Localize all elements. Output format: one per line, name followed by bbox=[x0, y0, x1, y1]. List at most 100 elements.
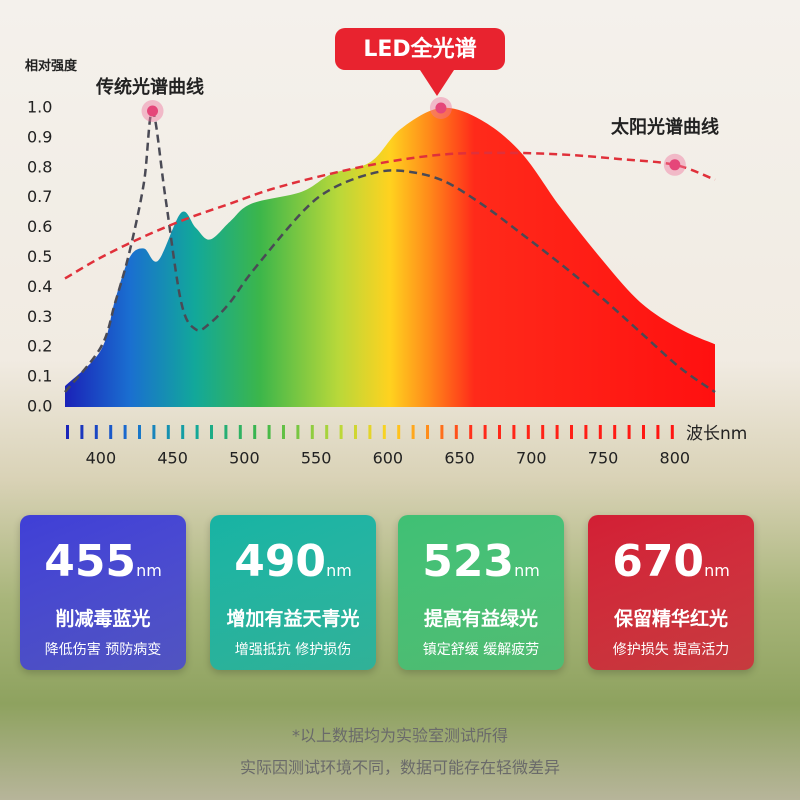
chart: 相对强度 波长nm 传统光谱曲线 太阳光谱曲线 0.0 0.1 0.2 0.3 0.4 0… bbox=[25, 28, 747, 468]
wavelength-strip bbox=[613, 425, 617, 439]
wavelength-strip bbox=[570, 425, 573, 439]
marker bbox=[669, 159, 681, 171]
desc: 增强抵抗 修护损伤 bbox=[234, 642, 352, 658]
wavelength-strip bbox=[526, 425, 530, 439]
value: 523 bbox=[422, 536, 515, 587]
curve bbox=[64, 109, 716, 394]
card-number-row: 490nm bbox=[210, 537, 376, 596]
x-axis-label: 波长nm bbox=[686, 424, 747, 444]
wavelength-strip bbox=[224, 425, 228, 439]
card-number-row: 523nm bbox=[398, 537, 564, 596]
wavelength-strip bbox=[325, 425, 329, 439]
desc: 镇定舒缓 缓解疲劳 bbox=[422, 642, 540, 658]
y-tick-label: 0.1 bbox=[27, 367, 52, 386]
wavelength-strip bbox=[498, 425, 501, 439]
value: 455 bbox=[44, 536, 137, 587]
wavelength-strip bbox=[440, 425, 444, 439]
wavelength-strip bbox=[469, 425, 473, 439]
wavelength-strip bbox=[138, 425, 141, 439]
y-axis-label: 相对强度 bbox=[25, 58, 78, 74]
led-label: LED全光谱 bbox=[363, 36, 476, 62]
wavelength-strip bbox=[310, 425, 314, 439]
wavelength-strip bbox=[426, 425, 429, 439]
y-tick-label: 0.4 bbox=[27, 277, 52, 296]
wavelength-strip bbox=[656, 425, 660, 439]
y-tick-label: 0.8 bbox=[27, 157, 52, 176]
wavelength-strip bbox=[296, 425, 300, 439]
x-tick-label: 700 bbox=[516, 449, 547, 468]
wavelength-strip bbox=[627, 425, 631, 439]
wavelength-strip bbox=[166, 425, 170, 439]
feature-card: 455nm 削减毒蓝光降低伤害 预防病变 bbox=[20, 515, 186, 670]
wavelength-strip bbox=[267, 425, 271, 439]
sun-label: 太阳光谱曲线 bbox=[611, 116, 719, 138]
footnote: 实际因测试环境不同，数据可能存在轻微差异 bbox=[239, 758, 560, 777]
wavelength-strip bbox=[109, 425, 113, 439]
wavelength-strip bbox=[512, 425, 516, 439]
y-tick-label: 0.5 bbox=[27, 247, 52, 266]
ttl: 增加有益天青光 bbox=[226, 608, 360, 630]
card-number-row: 670nm bbox=[588, 537, 754, 596]
wavelength-strip bbox=[642, 425, 645, 439]
feature-card: 523nm 提高有益绿光镇定舒缓 缓解疲劳 bbox=[398, 515, 564, 670]
wavelength-strip bbox=[354, 425, 357, 439]
wavelength-strip bbox=[541, 425, 545, 439]
unit: nm bbox=[136, 561, 162, 580]
marker bbox=[435, 102, 447, 114]
ttl: 提高有益绿光 bbox=[423, 608, 538, 630]
ttl: 保留精华红光 bbox=[613, 608, 728, 630]
wavelength-strip bbox=[339, 425, 343, 439]
feature-card: 670nm 保留精华红光修护损失 提高活力 bbox=[588, 515, 754, 670]
wavelength-strip bbox=[670, 425, 674, 439]
card-number-row: 455nm bbox=[20, 537, 186, 596]
wavelength-strip bbox=[555, 425, 559, 439]
wavelength-strip bbox=[368, 425, 372, 439]
marker bbox=[147, 105, 159, 117]
y-tick-label: 1.0 bbox=[27, 98, 52, 117]
curve bbox=[64, 151, 716, 280]
y-tick-label: 0.6 bbox=[27, 217, 52, 236]
unit: nm bbox=[326, 561, 352, 580]
x-tick-label: 400 bbox=[86, 449, 117, 468]
x-tick-label: 650 bbox=[444, 449, 475, 468]
y-tick-label: 0.2 bbox=[27, 337, 52, 356]
x-tick-label: 450 bbox=[157, 449, 188, 468]
y-tick-label: 0.7 bbox=[27, 187, 52, 206]
wavelength-strip bbox=[282, 425, 285, 439]
wavelength-strip bbox=[181, 425, 185, 439]
wavelength-strip bbox=[66, 425, 69, 439]
footnote: *以上数据均为实验室测试所得 bbox=[291, 726, 508, 745]
wavelength-strip bbox=[584, 425, 588, 439]
desc: 降低伤害 预防病变 bbox=[44, 642, 162, 658]
wavelength-strip bbox=[253, 425, 257, 439]
y-tick-label: 0.3 bbox=[27, 307, 52, 326]
traditional-label: 传统光谱曲线 bbox=[95, 76, 204, 98]
wavelength-strip bbox=[210, 425, 213, 439]
value: 670 bbox=[612, 536, 705, 587]
wavelength-strip bbox=[397, 425, 401, 439]
x-tick-label: 600 bbox=[373, 449, 404, 468]
wavelength-strip bbox=[238, 425, 242, 439]
wavelength-strip bbox=[454, 425, 458, 439]
x-tick-label: 750 bbox=[588, 449, 619, 468]
wavelength-strip bbox=[123, 425, 127, 439]
x-tick-label: 800 bbox=[660, 449, 691, 468]
wavelength-strip bbox=[411, 425, 415, 439]
desc: 修护损失 提高活力 bbox=[612, 642, 730, 658]
wavelength-strip bbox=[152, 425, 156, 439]
x-tick-label: 550 bbox=[301, 449, 332, 468]
unit: nm bbox=[514, 561, 540, 580]
wavelength-strip bbox=[483, 425, 487, 439]
wavelength-strip bbox=[195, 425, 199, 439]
ttl: 削减毒蓝光 bbox=[55, 608, 151, 630]
feature-card: 490nm 增加有益天青光增强抵抗 修护损伤 bbox=[210, 515, 376, 670]
wavelength-strip bbox=[80, 425, 84, 439]
x-tick-label: 500 bbox=[229, 449, 260, 468]
wavelength-strip bbox=[94, 425, 98, 439]
y-tick-label: 0.9 bbox=[27, 127, 52, 146]
value: 490 bbox=[234, 536, 327, 587]
y-tick-label: 0.0 bbox=[27, 397, 52, 416]
led-callout: LED全光谱 bbox=[335, 28, 505, 96]
unit: nm bbox=[704, 561, 730, 580]
